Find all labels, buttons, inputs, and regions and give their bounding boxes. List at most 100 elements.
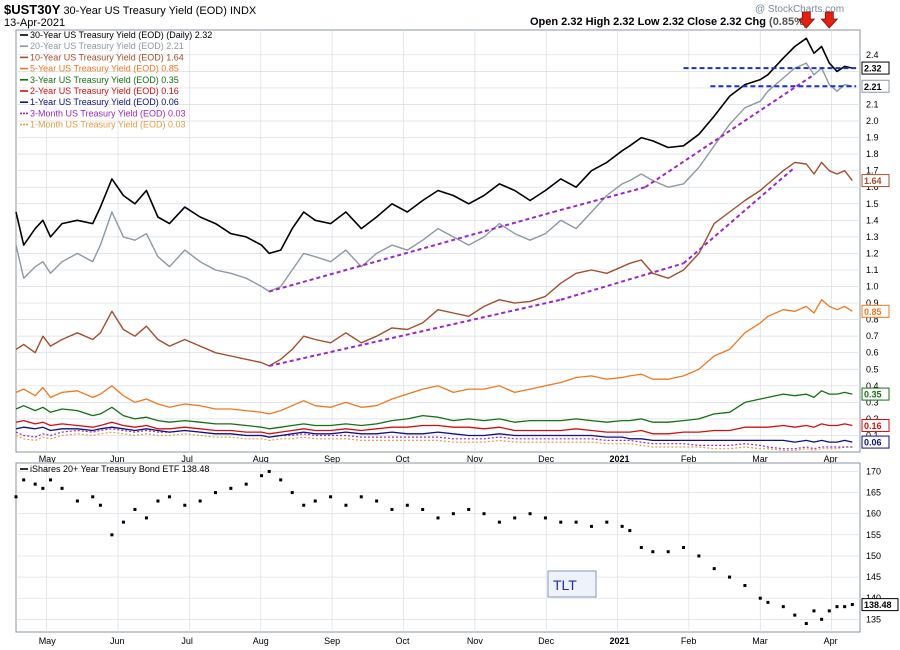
yield-panel: 0.1 0.2 0.3 0.4 0.5 0.6 0.7 0.8 0.9 1.0 1.1 1.2 1.3 1… — [15, 11, 890, 464]
legend-label: 3-Year US Treasury Yield (EOD) 0.35 — [30, 75, 179, 85]
tlt-price-point — [812, 609, 816, 613]
tlt-price-point — [41, 486, 45, 490]
tlt-price-point — [359, 495, 363, 499]
yield-y-tick-label: 1.8 — [866, 149, 879, 159]
series-line-y5 — [15, 299, 853, 415]
tlt-x-tick-label: Dec — [538, 636, 555, 646]
tlt-price-point — [835, 605, 839, 609]
yield-y-tick-label: 0.8 — [866, 315, 879, 325]
down-arrow-marker — [820, 11, 839, 29]
yield-x-tick-label: 2021 — [610, 454, 630, 464]
tlt-price-point — [167, 495, 171, 499]
yield-y-tick-label: 1.9 — [866, 133, 879, 143]
yield-y-tick-label: 0.6 — [866, 348, 879, 358]
yield-y-tick-label: 0.2 — [866, 414, 879, 424]
tlt-price-point — [244, 482, 248, 486]
value-tag-box — [861, 304, 890, 318]
tlt-price-point — [758, 596, 762, 600]
legend-label: 3-Month US Treasury Yield (EOD) 0.03 — [30, 108, 186, 118]
tlt-price-point — [302, 503, 306, 507]
value-tag-label: 0.85 — [864, 307, 882, 317]
tlt-price-point — [75, 499, 79, 503]
value-tag-label: 0.35 — [864, 390, 882, 400]
watermark: @ StockCharts.com — [755, 4, 845, 15]
yield-x-tick-label: May — [39, 454, 57, 464]
legend-label: 1-Year US Treasury Yield (EOD) 0.06 — [30, 97, 179, 107]
tlt-price-point — [121, 520, 125, 524]
tlt-price-point — [22, 478, 26, 482]
yield-y-tick-label: 0.7 — [866, 331, 879, 341]
tlt-y-tick-label: 160 — [866, 509, 881, 519]
legend-label: 1-Month US Treasury Yield (EOD) 0.03 — [30, 120, 186, 130]
yield-x-tick-label: Dec — [538, 454, 555, 464]
value-tag-label: 1.64 — [864, 176, 882, 186]
tlt-y-tick-label: 155 — [866, 530, 881, 540]
yield-x-tick-label: Apr — [824, 454, 838, 464]
tlt-x-tick-label: Oct — [395, 636, 410, 646]
value-tag-box — [861, 419, 890, 433]
value-tag-label: 2.21 — [864, 82, 882, 92]
tlt-y-tick-label: 150 — [866, 551, 881, 561]
tlt-price-point — [98, 503, 102, 507]
legend-label: 30-Year US Treasury Yield (EOD) (Daily) … — [30, 30, 212, 40]
yield-y-tick-label: 0.5 — [866, 364, 879, 374]
tlt-price-point — [620, 524, 624, 528]
tlt-legend-label: iShares 20+ Year Treasury Bond ETF 138.4… — [30, 464, 209, 474]
trendline — [552, 186, 646, 214]
tlt-price-point — [482, 512, 486, 516]
series-line-y1 — [15, 426, 853, 443]
value-tag-box — [861, 387, 890, 401]
legend-label: 10-Year US Treasury Yield (EOD) 1.64 — [30, 52, 184, 62]
series-line-y30 — [15, 37, 853, 255]
tlt-price-point — [682, 546, 686, 549]
value-tag-box — [861, 79, 890, 93]
tlt-price-point — [574, 520, 578, 524]
yield-y-tick-label: 1.3 — [866, 232, 879, 242]
yield-y-tick-label: 0.3 — [866, 397, 879, 407]
tlt-price-point — [198, 499, 202, 503]
tlt-price-point — [144, 516, 148, 520]
tlt-price-point — [213, 491, 217, 495]
tlt-x-tick-label: May — [39, 636, 57, 646]
tlt-price-point — [497, 520, 501, 524]
tlt-price-point — [820, 617, 824, 621]
tlt-x-tick-label: Nov — [467, 636, 484, 646]
series-line-m1 — [15, 431, 853, 451]
yield-y-tick-label: 2.0 — [866, 116, 879, 126]
tlt-y-tick-label: 135 — [866, 614, 881, 624]
value-tag-label: 2.32 — [864, 64, 882, 74]
tlt-price-point — [666, 550, 670, 554]
tlt-value-tag-label: 138.48 — [864, 600, 892, 610]
tlt-price-point — [91, 495, 95, 499]
tlt-price-point — [766, 600, 770, 604]
trendline — [644, 73, 815, 189]
trendline — [268, 211, 554, 293]
tlt-price-point — [743, 584, 747, 588]
tlt-price-point — [279, 478, 283, 482]
tlt-price-point — [728, 575, 732, 579]
tlt-price-point — [843, 605, 847, 609]
tlt-plot-frame — [15, 462, 861, 633]
tlt-value-tag-box — [861, 598, 899, 612]
yield-y-tick-label: 1.2 — [866, 248, 879, 258]
tlt-price-point — [390, 507, 394, 511]
trendline — [682, 166, 796, 265]
yield-y-tick-label: 1.0 — [866, 282, 879, 292]
yield-x-tick-label: Nov — [467, 454, 484, 464]
tlt-price-point — [405, 503, 409, 507]
tlt-price-point — [344, 503, 348, 507]
tlt-price-point — [260, 474, 264, 478]
tlt-panel: 135140145150155160165170MayJunJulAugSepO… — [14, 462, 899, 646]
tlt-x-tick-label: Jul — [181, 636, 193, 646]
tlt-price-point — [605, 520, 609, 524]
tlt-price-point — [14, 495, 18, 499]
tlt-price-point — [850, 603, 854, 607]
tlt-x-tick-label: Mar — [752, 636, 768, 646]
tlt-price-point — [528, 512, 532, 516]
legend-label: 2-Year US Treasury Yield (EOD) 0.16 — [30, 86, 179, 96]
yield-x-tick-label: Mar — [752, 454, 768, 464]
yield-y-tick-label: 1.4 — [866, 215, 879, 225]
yield-y-tick-label: 2.1 — [866, 99, 879, 109]
tlt-price-point — [375, 499, 379, 503]
